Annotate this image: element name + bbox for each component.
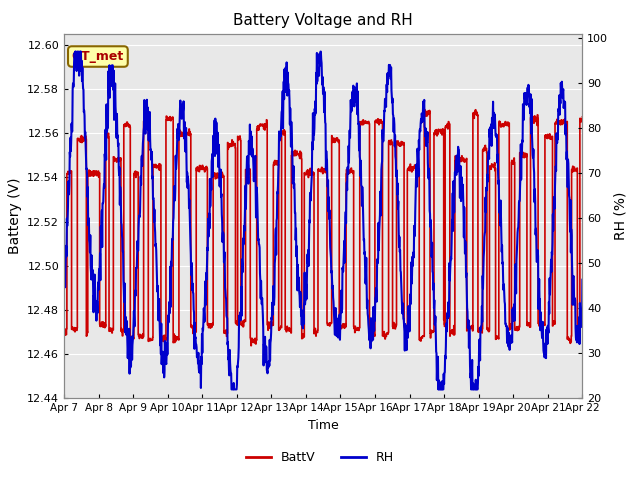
X-axis label: Time: Time bbox=[308, 419, 339, 432]
Text: GT_met: GT_met bbox=[72, 50, 124, 63]
Title: Battery Voltage and RH: Battery Voltage and RH bbox=[234, 13, 413, 28]
Legend: BattV, RH: BattV, RH bbox=[241, 446, 399, 469]
Y-axis label: Battery (V): Battery (V) bbox=[8, 178, 22, 254]
Y-axis label: RH (%): RH (%) bbox=[614, 192, 628, 240]
